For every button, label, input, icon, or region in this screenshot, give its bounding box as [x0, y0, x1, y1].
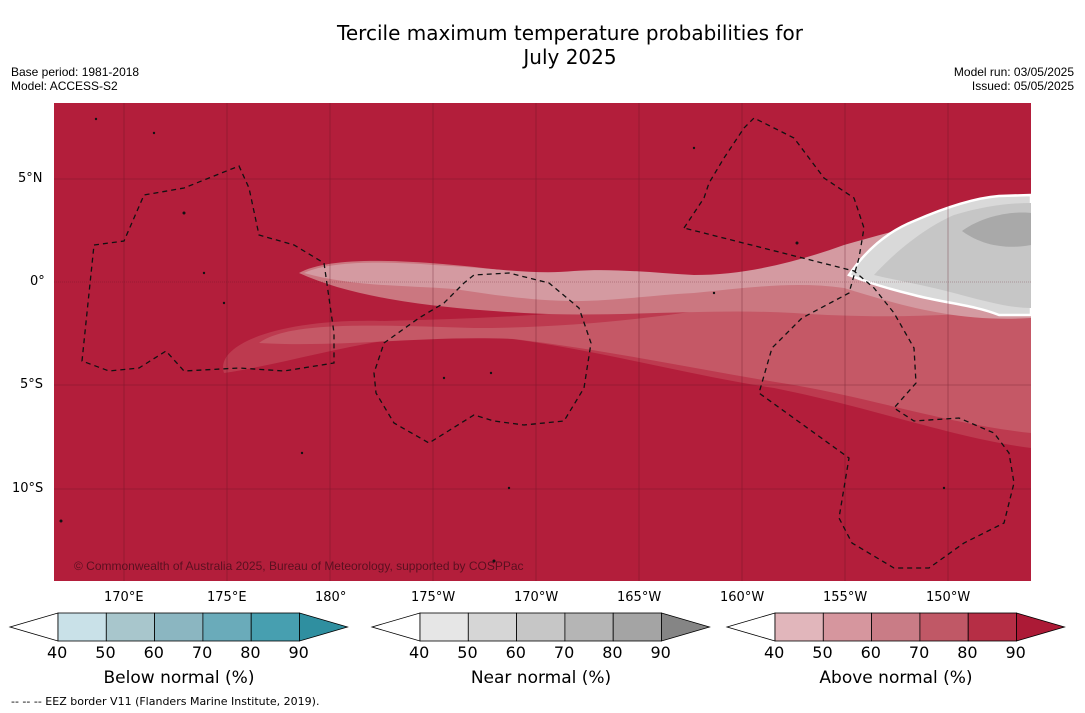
title-line-2: July 2025	[523, 45, 617, 69]
colorbar-tick-label: 70	[908, 643, 930, 662]
colorbar-segment	[467, 612, 517, 642]
colorbar-high-extension	[299, 612, 349, 642]
base-period-text: Base period: 1981-2018	[11, 65, 140, 79]
colorbar-low-extension	[370, 612, 421, 642]
lon-label-155w: 155°W	[823, 590, 868, 605]
lon-label-170e: 170°E	[104, 590, 144, 605]
islands	[59, 117, 946, 563]
colorbar-segment	[871, 612, 921, 642]
title-line-1: Tercile maximum temperature probabilitie…	[337, 21, 803, 45]
colorbar-segment	[250, 612, 300, 642]
colorbar-tick-label: 90	[650, 643, 671, 662]
lat-label-5s: 5°S	[20, 377, 44, 392]
colorbar-low-extension	[725, 612, 776, 642]
above-normal-colorbar	[725, 612, 1066, 642]
colorbar-segment	[612, 612, 662, 642]
below-normal-colorbar	[8, 612, 349, 642]
lat-label-5n: 5°N	[18, 171, 43, 186]
colorbar-tick-label: 60	[143, 643, 164, 662]
colorbar-segment	[154, 612, 204, 642]
colorbar-high-extension	[1016, 612, 1066, 642]
lon-label-170w: 170°W	[514, 590, 559, 605]
colorbar-segment	[822, 612, 872, 642]
eez-borders	[81, 117, 1015, 569]
above-50-band	[304, 207, 1031, 319]
eez-footnote: -- -- -- EEZ border V11 (Flanders Marine…	[11, 695, 320, 708]
colorbar-segment	[967, 612, 1017, 642]
colorbars	[8, 612, 1066, 642]
colorbar-tick-label: 60	[860, 643, 881, 662]
colorbar-low-extension	[8, 612, 59, 642]
colorbar-tick-label: 50	[812, 643, 833, 662]
lon-label-160w: 160°W	[720, 590, 765, 605]
colorbar-segment	[919, 612, 969, 642]
colorbar-tick-label: 70	[191, 643, 213, 662]
colorbar-tick-label: 80	[240, 643, 261, 662]
gridlines	[54, 103, 1031, 581]
colorbar-tick-label: 90	[1005, 643, 1026, 662]
lon-label-175w: 175°W	[411, 590, 456, 605]
colorbar-tick-label: 40	[47, 643, 68, 662]
lon-label-180: 180°	[315, 590, 347, 605]
lon-label-150w: 150°W	[926, 590, 971, 605]
colorbar-high-extension	[661, 612, 711, 642]
colorbar-segment	[419, 612, 469, 642]
lat-label-10s: 10°S	[12, 481, 44, 496]
meta-right: Model run: 03/05/2025 Issued: 05/05/2025	[954, 65, 1074, 93]
colorbar-tick-label: 50	[457, 643, 478, 662]
forecast-map: © Commonwealth of Australia 2025, Bureau…	[54, 103, 1031, 581]
below-normal-title: Below normal (%)	[103, 668, 255, 688]
colorbar-segment	[202, 612, 252, 642]
model-run-text: Model run: 03/05/2025	[953, 65, 1074, 79]
near-70-region	[962, 212, 1031, 247]
model-text: Model: ACCESS-S2	[11, 79, 118, 93]
colorbar-tick-label: 70	[553, 643, 575, 662]
colorbar-segment	[516, 612, 566, 642]
colorbar-tick-label: 80	[957, 643, 978, 662]
colorbar-tick-label: 50	[95, 643, 116, 662]
near-normal-title: Near normal (%)	[470, 668, 612, 688]
colorbar-tick-label: 90	[288, 643, 309, 662]
meta-left: Base period: 1981-2018 Model: ACCESS-S2	[11, 65, 139, 93]
near-normal-colorbar	[370, 612, 711, 642]
lon-label-175e: 175°E	[207, 590, 247, 605]
map-title: Tercile maximum temperature probabilitie…	[0, 21, 1085, 69]
lon-label-165w: 165°W	[617, 590, 662, 605]
colorbar-segment	[57, 612, 107, 642]
above-normal-title: Above normal (%)	[819, 668, 973, 688]
lat-label-0: 0°	[30, 274, 45, 289]
colorbar-tick-label: 40	[764, 643, 785, 662]
issued-text: Issued: 05/05/2025	[971, 79, 1074, 93]
colorbar-segment	[105, 612, 156, 642]
colorbar-segment	[564, 612, 614, 642]
colorbar-segment	[774, 612, 824, 642]
colorbar-tick-label: 60	[505, 643, 526, 662]
colorbar-tick-label: 40	[409, 643, 430, 662]
copyright-text: © Commonwealth of Australia 2025, Bureau…	[74, 559, 524, 573]
colorbar-tick-label: 80	[602, 643, 623, 662]
